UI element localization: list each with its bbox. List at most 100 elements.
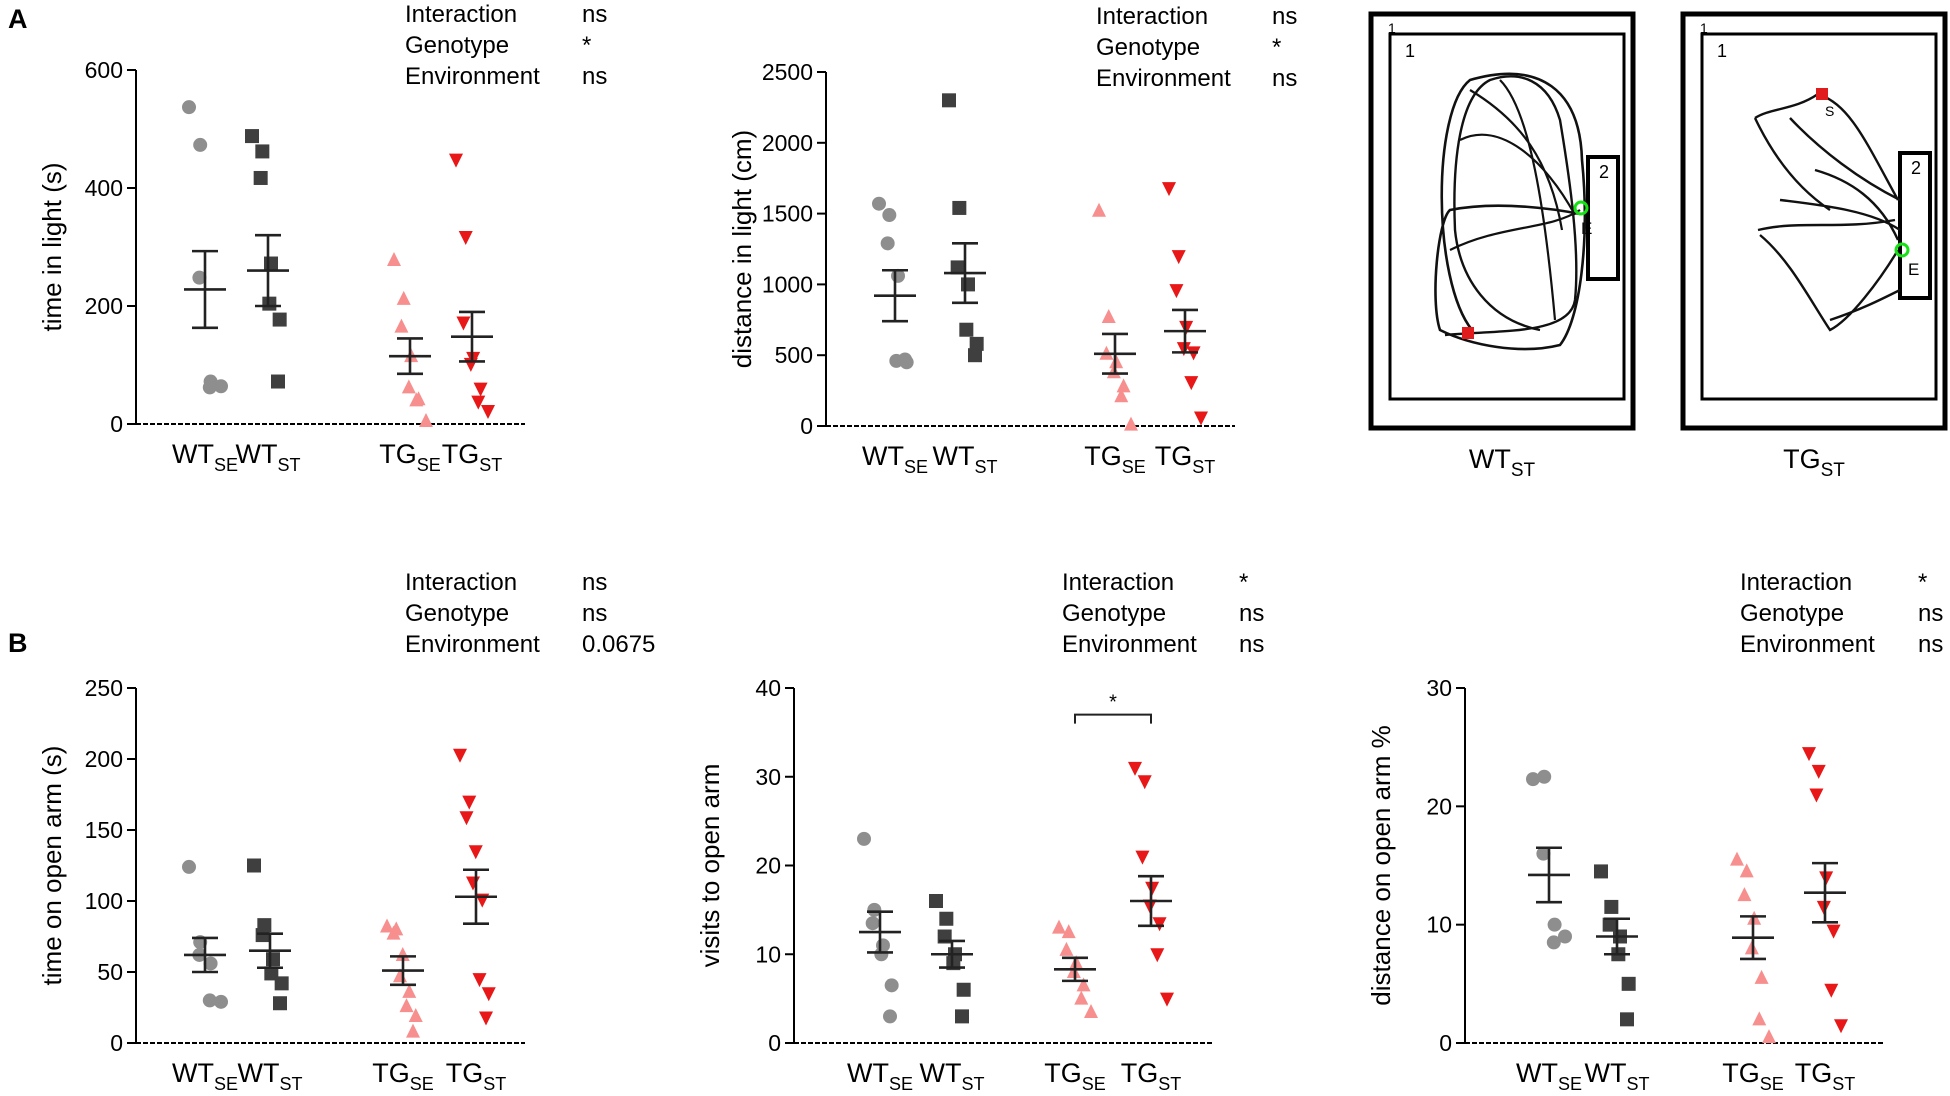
data-point (394, 318, 409, 333)
stats-value: ns (1272, 65, 1297, 92)
exit-label: E (1581, 219, 1592, 238)
end-position-marker (1573, 200, 1589, 216)
y-tick-label: 30 (1426, 675, 1452, 701)
y-tick-label: 0 (1439, 1030, 1452, 1056)
data-point (959, 322, 974, 337)
data-point (1547, 917, 1562, 932)
series-wt-se (1526, 769, 1572, 950)
x-tick-label: TGSE (379, 439, 441, 475)
data-point (1169, 284, 1184, 299)
stats-value: ns (1239, 631, 1264, 658)
series-tg-st (1802, 747, 1848, 1034)
data-point (1594, 864, 1608, 879)
x-tick-label: WTST (920, 1058, 985, 1094)
data-point (1059, 941, 1074, 956)
data-point (1620, 1012, 1634, 1027)
series-wt-se (182, 859, 228, 1009)
stats-label: Environment (405, 63, 540, 90)
movement-track-path-3 (1449, 79, 1581, 321)
data-point (406, 1023, 420, 1038)
panel-label-a: A (8, 4, 28, 34)
stats-label: Environment (1062, 631, 1197, 658)
data-point (1084, 1003, 1098, 1018)
stats-value: ns (1239, 600, 1264, 627)
y-axis-label: time on open arm (s) (37, 746, 67, 986)
y-tick-label: 2000 (762, 130, 813, 156)
zone-1-label: 1 (1717, 41, 1727, 61)
data-point (1076, 977, 1091, 992)
data-point (1621, 976, 1636, 991)
data-point (481, 987, 496, 1002)
data-point (462, 795, 477, 810)
data-point (1135, 850, 1150, 865)
data-point (459, 811, 474, 826)
y-axis-label: distance in light (cm) (727, 130, 757, 368)
zone-2-label: 2 (1911, 158, 1921, 178)
x-tick-label: WTSE (847, 1058, 913, 1094)
data-point (472, 973, 487, 988)
start-zone-number: 1 (1388, 20, 1396, 36)
track-label-sub: ST (1511, 460, 1536, 481)
data-point (867, 902, 882, 917)
chart-distance-on-open-arm: Interaction * Genotype ns Environment ns 0 10 20… (1366, 569, 1943, 1094)
data-point (409, 392, 424, 407)
data-point (255, 928, 270, 943)
stats-value: ns (1918, 600, 1943, 627)
data-point (1824, 983, 1839, 998)
stats-label: Environment (405, 631, 540, 658)
data-point (961, 277, 975, 292)
stats-value: ns (582, 1, 607, 28)
stats-label: Environment (1740, 631, 1875, 658)
stats-label: Interaction (1096, 3, 1208, 30)
series-wt-st (245, 129, 289, 389)
series-tg-se (1092, 202, 1138, 431)
y-tick-label: 100 (85, 888, 123, 914)
data-point (202, 380, 217, 395)
data-point (1184, 376, 1199, 391)
data-point (262, 296, 277, 311)
y-tick-label: 200 (85, 746, 123, 772)
y-axis-label: time in light (s) (37, 162, 67, 331)
data-point (1116, 378, 1131, 393)
movement-track-path (1753, 92, 1901, 332)
x-tick-label: WTSE (862, 441, 928, 477)
track-label-main: TG (1783, 444, 1821, 474)
zone-2-label: 2 (1599, 162, 1609, 182)
stats-label: Genotype (1740, 600, 1844, 627)
data-point (253, 170, 268, 185)
data-point (1546, 935, 1561, 950)
data-point (380, 918, 394, 933)
data-point (1739, 863, 1754, 878)
x-tick-label: WTSE (172, 1058, 238, 1094)
y-tick-label: 0 (110, 1030, 123, 1056)
y-tick-label: 40 (755, 675, 781, 701)
data-point (955, 1009, 969, 1024)
y-tick-label: 400 (85, 175, 123, 201)
data-point (950, 260, 965, 275)
x-tick-label: TGSE (372, 1058, 434, 1094)
series-wt-st (942, 93, 986, 363)
y-tick-label: 0 (110, 411, 123, 437)
data-point (1074, 990, 1089, 1005)
start-s-label: S (1825, 103, 1834, 119)
data-point (453, 748, 467, 763)
series-tg-st (453, 748, 497, 1026)
data-point (386, 925, 401, 940)
series-wt-st (929, 894, 973, 1024)
data-point (245, 129, 259, 144)
data-point (456, 316, 471, 331)
data-point (182, 100, 196, 115)
data-point (193, 137, 208, 152)
stats-value: ns (582, 569, 607, 596)
data-point (401, 379, 416, 394)
data-point (1061, 924, 1076, 939)
data-point (1101, 308, 1116, 323)
x-tick-label: WTST (238, 1058, 303, 1094)
panel-label-b: B (8, 628, 28, 658)
data-point (939, 911, 954, 926)
data-point (214, 994, 228, 1009)
data-point (214, 379, 228, 394)
chart-visits-to-open-arm: Interaction * Genotype ns Environment ns 0 10 20… (695, 569, 1264, 1094)
y-tick-label: 1000 (762, 271, 813, 297)
data-point (1834, 1019, 1848, 1034)
